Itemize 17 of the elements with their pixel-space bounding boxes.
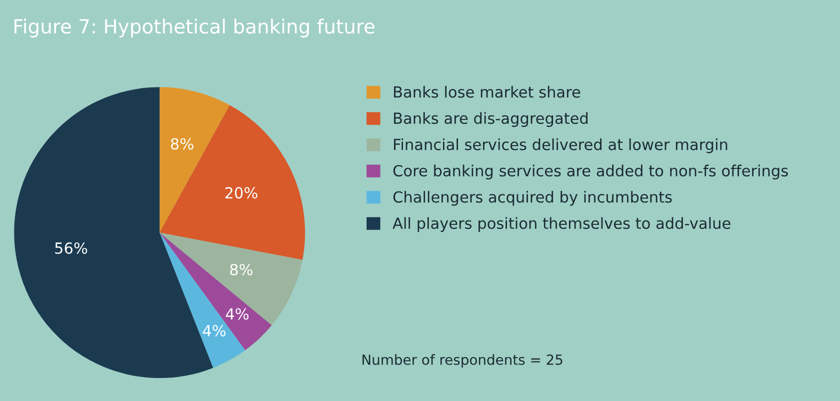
chart-title: Figure 7: Hypothetical banking future [14,18,374,38]
data-label: 4% [202,324,226,336]
pie-slice [160,105,306,260]
data-label: 20% [225,187,258,199]
legend-label: Financial services delivered at lower margin [394,138,728,154]
data-label: 8% [230,264,252,276]
text: Number of respondents = 25 [362,354,562,368]
legend-label: Banks lose market share [394,86,580,98]
pie-slice [160,232,272,350]
legend-label: Banks are dis-aggregated [394,112,588,127]
legend-label: Challengers acquired by incumbents [393,190,672,206]
legend-label: All players position themselves to add-value [392,217,730,232]
data-label: 4% [226,308,249,320]
data-label: 56% [55,242,88,254]
pie-slice [160,232,302,326]
legend-label: Core banking services are added to non-fs offerings [393,164,788,180]
data-label: 8% [170,138,194,150]
